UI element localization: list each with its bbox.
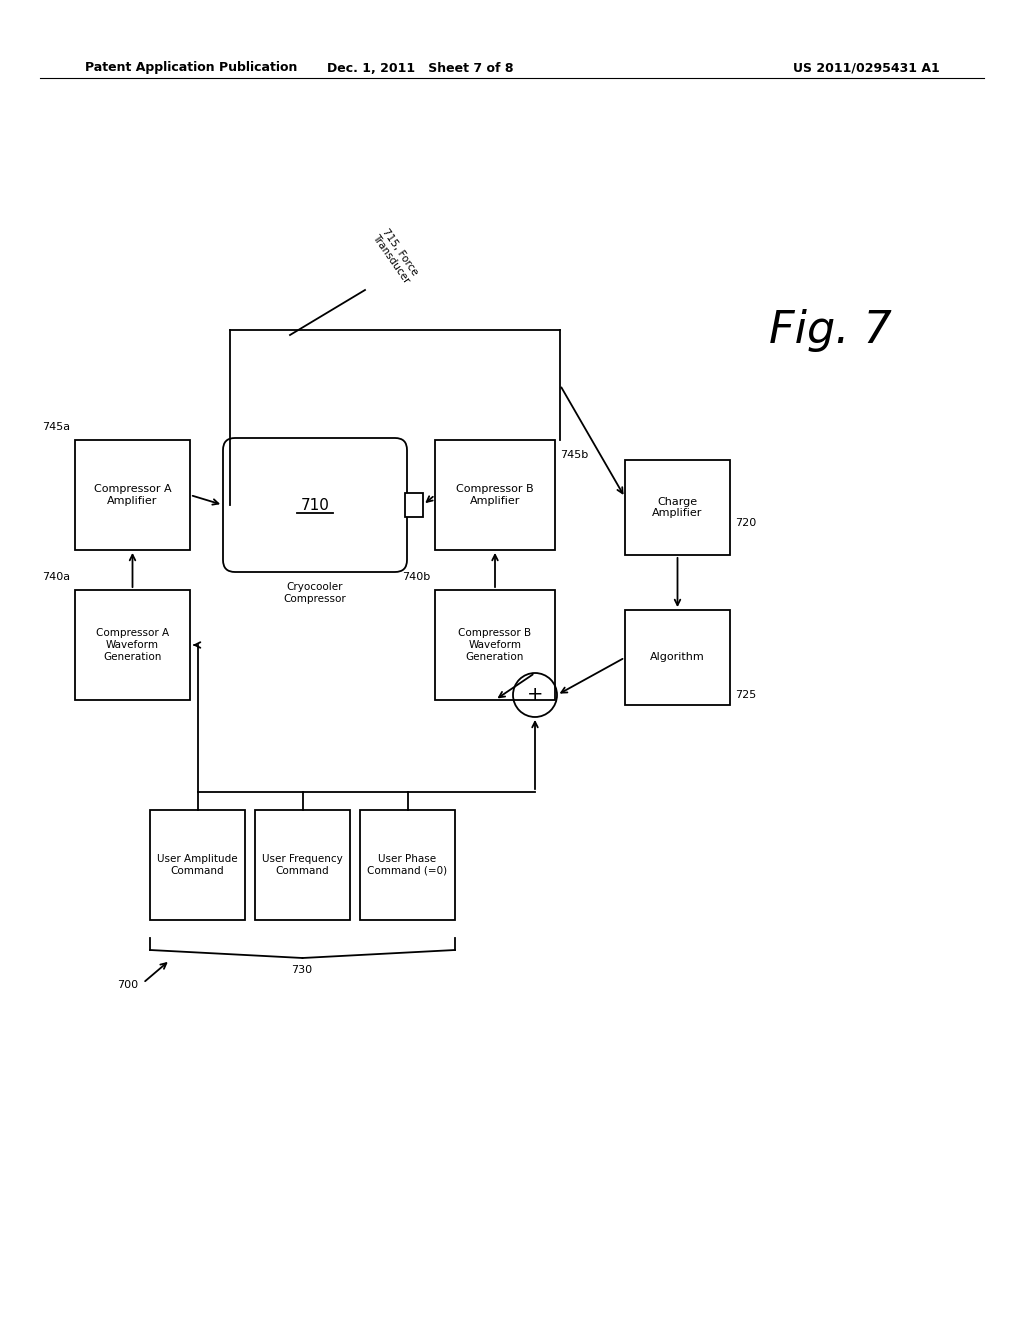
Text: 745a: 745a [42,422,70,432]
Text: 710: 710 [301,498,330,512]
Text: Compressor B
Waveform
Generation: Compressor B Waveform Generation [459,628,531,661]
Text: Compressor A
Amplifier: Compressor A Amplifier [93,484,171,506]
Text: Charge
Amplifier: Charge Amplifier [652,496,702,519]
Bar [625,459,730,554]
Text: US 2011/0295431 A1: US 2011/0295431 A1 [794,62,940,74]
Bar [625,610,730,705]
Text: Fig. 7: Fig. 7 [769,309,892,351]
Text: 745b: 745b [560,450,588,459]
Text: User Frequency
Command: User Frequency Command [262,854,343,875]
Text: 700: 700 [117,979,138,990]
Text: 715, Force
Transducer: 715, Force Transducer [370,226,421,285]
Text: 725: 725 [735,690,757,700]
Bar [435,440,555,550]
Text: Dec. 1, 2011   Sheet 7 of 8: Dec. 1, 2011 Sheet 7 of 8 [327,62,513,74]
Text: 720: 720 [735,517,757,528]
Bar [255,810,350,920]
Bar [75,440,190,550]
Bar [75,590,190,700]
Text: Cryocooler
Compressor: Cryocooler Compressor [284,582,346,603]
Bar [360,810,455,920]
Bar [435,590,555,700]
FancyBboxPatch shape [223,438,407,572]
Text: 740b: 740b [401,572,430,582]
Text: User Phase
Command (=0): User Phase Command (=0) [368,854,447,875]
Text: Patent Application Publication: Patent Application Publication [85,62,297,74]
Text: User Amplitude
Command: User Amplitude Command [158,854,238,875]
Text: +: + [526,685,544,705]
Text: 730: 730 [292,965,312,975]
Text: Compressor A
Waveform
Generation: Compressor A Waveform Generation [96,628,169,661]
Text: Compressor B
Amplifier: Compressor B Amplifier [456,484,534,506]
Text: Algorithm: Algorithm [650,652,705,663]
Bar [406,492,423,517]
Bar [150,810,245,920]
Text: 740a: 740a [42,572,70,582]
